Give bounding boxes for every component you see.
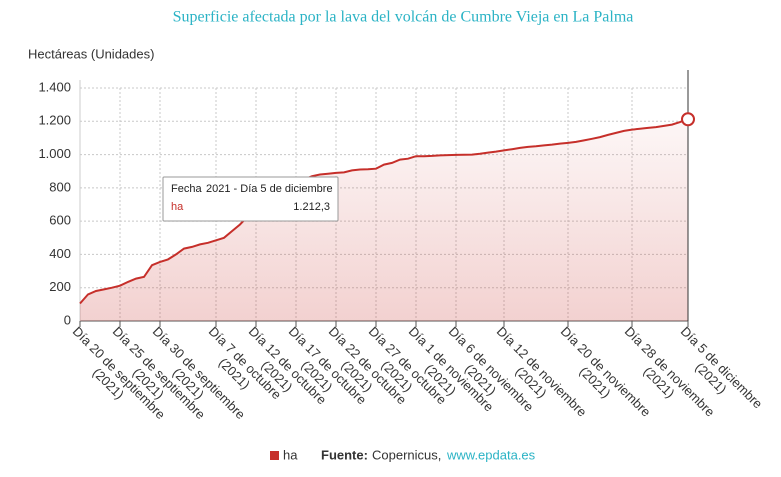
tooltip-value: 1.212,3 (293, 201, 330, 213)
y-tick-label: 200 (49, 279, 71, 294)
tooltip-box (162, 176, 339, 222)
source-label: Fuente: (321, 447, 368, 462)
y-tick-label: 400 (49, 246, 71, 261)
y-axis-label: Hectáreas (Unidades) (28, 46, 154, 61)
y-tick-label: 1.400 (38, 79, 71, 94)
tooltip-label: Fecha (171, 183, 202, 195)
y-tick-label: 1.000 (38, 146, 71, 161)
y-tick-label: 0 (64, 312, 71, 327)
y-tick-label: 600 (49, 213, 71, 228)
area-fill (80, 119, 688, 321)
legend-swatch (270, 451, 279, 460)
y-tick-label: 800 (49, 179, 71, 194)
line (79, 118, 689, 305)
tooltip: Fecha 2021 - Día 5 de diciembre ha 1.212,3 (162, 176, 339, 222)
source-link[interactable]: www.epdata.es (446, 447, 536, 462)
y-tick-label: 1.200 (38, 113, 71, 128)
tooltip-series: ha (171, 201, 184, 213)
legend: ha Fuente: Copernicus, www.epdata.es (270, 447, 536, 462)
hover-marker (681, 112, 695, 127)
legend-label: ha (283, 447, 298, 462)
tooltip-date: 2021 - Día 5 de diciembre (206, 183, 333, 195)
source-name: Copernicus, (372, 447, 441, 462)
chart-title: Superficie afectada por la lava del volc… (173, 9, 634, 26)
